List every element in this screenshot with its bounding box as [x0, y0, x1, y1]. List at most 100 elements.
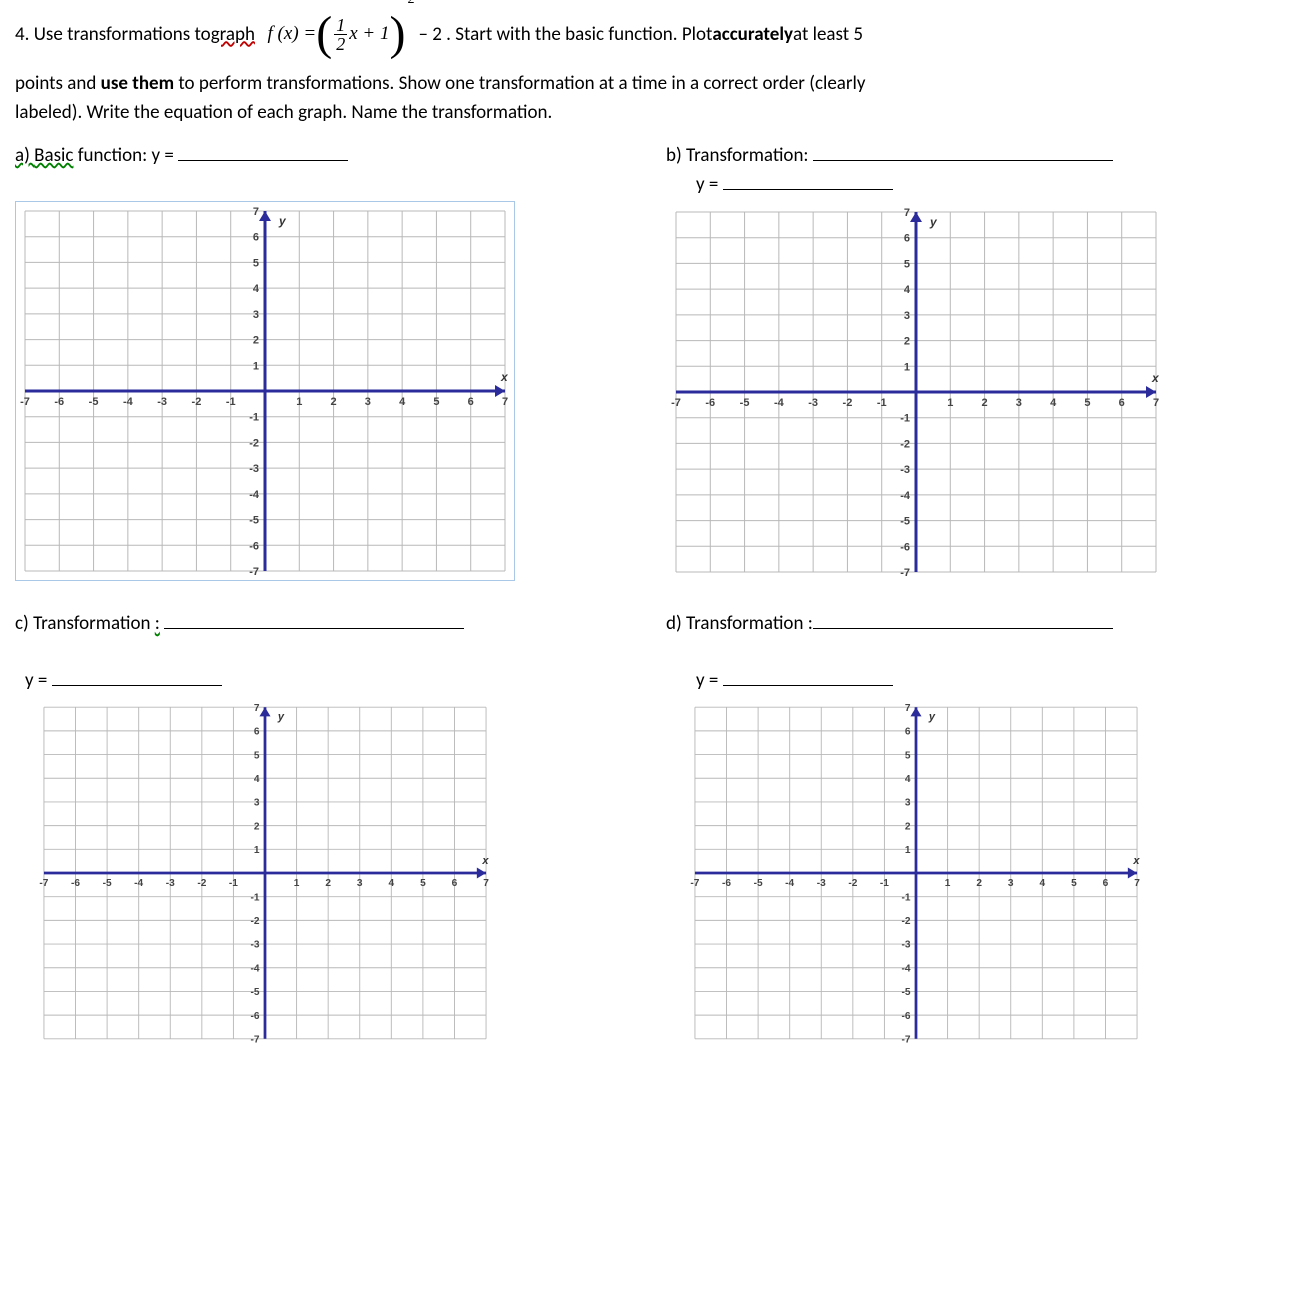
svg-text:-2: -2 — [848, 878, 857, 889]
svg-text:4: 4 — [1050, 397, 1057, 409]
q-wavy-graph: graph — [211, 23, 255, 46]
svg-text:3: 3 — [1008, 878, 1014, 889]
svg-text:-5: -5 — [740, 397, 750, 409]
svg-text:-7: -7 — [901, 1034, 910, 1045]
svg-text:1: 1 — [294, 878, 300, 889]
svg-text:-1: -1 — [880, 878, 889, 889]
svg-text:-6: -6 — [901, 1011, 910, 1022]
svg-text:-3: -3 — [901, 940, 910, 951]
svg-text:4: 4 — [388, 878, 394, 889]
panel-b: b) Transformation: y = -7-6-5-4-3-2-1123… — [666, 144, 1297, 582]
svg-text:7: 7 — [253, 206, 259, 218]
grid-a: -7-6-5-4-3-2-11234567-7-6-5-4-3-2-112345… — [15, 201, 515, 581]
svg-text:3: 3 — [254, 798, 260, 809]
svg-text:-1: -1 — [226, 396, 236, 408]
panel-d-label: d) Transformation : — [666, 612, 1297, 635]
blank-b1[interactable] — [813, 146, 1113, 161]
frac-bot: 2 — [336, 35, 345, 53]
svg-text:6: 6 — [253, 232, 259, 244]
svg-text:5: 5 — [433, 396, 439, 408]
svg-text:7: 7 — [905, 703, 911, 714]
svg-text:3: 3 — [904, 310, 910, 322]
svg-text:-1: -1 — [250, 892, 259, 903]
grid-b-inner: -7-6-5-4-3-2-11234567-7-6-5-4-3-2-112345… — [671, 207, 1160, 579]
svg-text:1: 1 — [296, 396, 302, 408]
blank-b2[interactable] — [723, 175, 893, 190]
svg-text:2: 2 — [253, 335, 259, 347]
svg-text:x: x — [1151, 371, 1160, 385]
svg-text:-4: -4 — [123, 396, 134, 408]
svg-text:-3: -3 — [900, 464, 910, 476]
svg-text:-1: -1 — [900, 413, 910, 425]
svg-text:-4: -4 — [250, 963, 259, 974]
svg-text:2: 2 — [904, 336, 910, 348]
svg-text:-2: -2 — [192, 396, 202, 408]
svg-text:-5: -5 — [249, 515, 259, 527]
svg-text:-4: -4 — [900, 490, 911, 502]
panel-c-sub: y = — [15, 669, 646, 692]
svg-text:1: 1 — [947, 397, 953, 409]
svg-text:3: 3 — [905, 798, 911, 809]
svg-text:y: y — [278, 214, 287, 228]
inside: x + 1 — [349, 23, 389, 45]
svg-text:-5: -5 — [103, 878, 112, 889]
svg-text:6: 6 — [904, 233, 910, 245]
svg-text:x: x — [1132, 855, 1140, 867]
svg-text:-6: -6 — [249, 540, 259, 552]
grid-d: -7-6-5-4-3-2-11234567-7-6-5-4-3-2-112345… — [666, 698, 1166, 1048]
svg-text:5: 5 — [254, 750, 260, 761]
svg-text:x: x — [481, 855, 489, 867]
grid-d-inner: -7-6-5-4-3-2-11234567-7-6-5-4-3-2-112345… — [690, 703, 1140, 1046]
panel-c-label: c) Transformation : — [15, 612, 646, 635]
svg-text:-3: -3 — [166, 878, 175, 889]
fx: f (x) = — [268, 23, 317, 45]
panel-a: a) Basic function: y = -7-6-5-4-3-2-1123… — [15, 144, 646, 582]
svg-text:y: y — [929, 215, 938, 229]
svg-text:2: 2 — [325, 878, 331, 889]
question-line-2: points and use them to perform transform… — [15, 72, 1297, 95]
panel-b-sub: y = — [666, 173, 1297, 196]
svg-text:2: 2 — [982, 397, 988, 409]
svg-text:3: 3 — [1016, 397, 1022, 409]
svg-text:4: 4 — [253, 283, 260, 295]
grid-b: -7-6-5-4-3-2-11234567-7-6-5-4-3-2-112345… — [666, 202, 1166, 582]
svg-text:7: 7 — [254, 703, 260, 714]
blank-c2[interactable] — [52, 671, 222, 686]
blank-d1[interactable] — [813, 614, 1113, 629]
svg-text:-3: -3 — [808, 397, 818, 409]
grid-c: -7-6-5-4-3-2-11234567-7-6-5-4-3-2-112345… — [15, 698, 515, 1048]
q-after-paren: – 2 . Start with the basic function. Plo… — [418, 23, 712, 46]
svg-text:4: 4 — [904, 284, 911, 296]
svg-text:-5: -5 — [250, 987, 259, 998]
svg-text:-6: -6 — [705, 397, 715, 409]
svg-text:-1: -1 — [229, 878, 238, 889]
svg-text:-7: -7 — [250, 1034, 259, 1045]
svg-text:-7: -7 — [20, 396, 30, 408]
blank-d2[interactable] — [723, 671, 893, 686]
svg-text:-4: -4 — [134, 878, 143, 889]
question-line-1: 4. Use transformations to graph f (x) = … — [15, 10, 1297, 58]
svg-text:y: y — [928, 711, 936, 723]
blank-a[interactable] — [178, 146, 348, 161]
formula: f (x) = ( 1 2 x + 1 ) 2 — [268, 10, 415, 58]
svg-text:-7: -7 — [900, 567, 910, 579]
svg-text:-5: -5 — [901, 987, 910, 998]
panels-grid: a) Basic function: y = -7-6-5-4-3-2-1123… — [15, 144, 1297, 1048]
q-prefix: 4. Use transformations to — [15, 23, 211, 46]
svg-text:5: 5 — [904, 258, 910, 270]
svg-text:4: 4 — [399, 396, 406, 408]
blank-c1[interactable] — [164, 614, 464, 629]
svg-text:7: 7 — [1153, 397, 1159, 409]
svg-text:1: 1 — [904, 361, 910, 373]
svg-text:7: 7 — [904, 207, 910, 219]
svg-text:4: 4 — [254, 774, 260, 785]
svg-text:7: 7 — [483, 878, 489, 889]
svg-text:-4: -4 — [785, 878, 794, 889]
svg-text:-2: -2 — [900, 438, 910, 450]
svg-text:4: 4 — [1039, 878, 1045, 889]
svg-text:-7: -7 — [39, 878, 48, 889]
svg-text:-2: -2 — [901, 916, 910, 927]
q-bold1: accurately — [712, 23, 793, 46]
svg-text:-6: -6 — [250, 1011, 259, 1022]
svg-text:-5: -5 — [754, 878, 763, 889]
